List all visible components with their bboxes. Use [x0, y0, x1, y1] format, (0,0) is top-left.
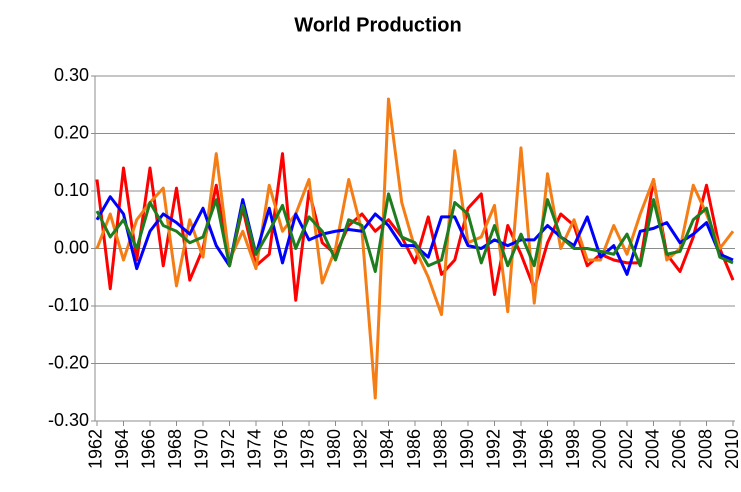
x-tick-label: 1994	[510, 429, 530, 469]
y-tick-label: 0.00	[54, 237, 89, 257]
y-tick-label: -0.10	[48, 295, 89, 315]
x-tick-label: 2008	[695, 429, 715, 469]
x-tick-label: 1986	[404, 429, 424, 469]
x-tick-label: 1976	[271, 429, 291, 469]
x-tick-label: 2002	[616, 429, 636, 469]
x-tick-label: 1966	[139, 429, 159, 469]
x-tick-label: 2010	[722, 429, 741, 469]
chart-title: World Production	[294, 14, 461, 36]
x-tick-label: 1978	[298, 429, 318, 469]
x-tick-label: 1998	[563, 429, 583, 469]
x-tick-label: 1968	[165, 429, 185, 469]
x-tick-label: 1972	[218, 429, 238, 469]
x-tick-label: 2006	[669, 429, 689, 469]
x-tick-label: 1974	[245, 429, 265, 469]
y-tick-label: 0.10	[54, 180, 89, 200]
y-tick-label: 0.20	[54, 122, 89, 142]
series-line	[95, 192, 734, 273]
series-line	[95, 97, 735, 400]
y-tick-label: -0.20	[48, 352, 89, 372]
x-tick-label: 1992	[483, 429, 503, 469]
y-tick-label: 0.30	[54, 65, 89, 85]
x-tick-label: 1980	[324, 429, 344, 469]
x-tick-label: 2000	[589, 429, 609, 469]
y-tick-label: -0.30	[48, 410, 89, 430]
x-tick-label: 1984	[377, 429, 397, 469]
x-tick-label: 1970	[192, 429, 212, 469]
x-tick-label: 1982	[351, 429, 371, 469]
x-tick-label: 1962	[86, 429, 106, 469]
x-tick-label: 1988	[430, 429, 450, 469]
x-tick-label: 1996	[536, 429, 556, 469]
x-tick-label: 2004	[642, 429, 662, 469]
x-tick-label: 1990	[457, 429, 477, 469]
x-tick-label: 1964	[112, 429, 132, 469]
